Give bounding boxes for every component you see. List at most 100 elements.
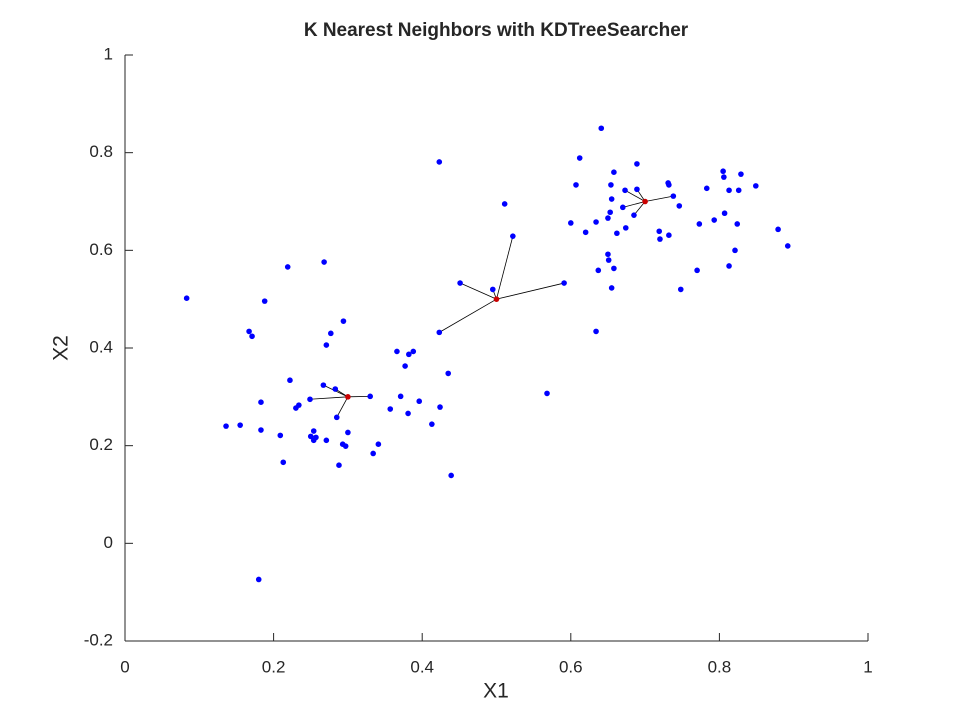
data-point [734, 221, 741, 227]
data-point [323, 437, 330, 444]
data-point [293, 405, 299, 411]
neighbor-link [633, 201, 646, 216]
data-point [277, 432, 284, 439]
data-point [753, 183, 759, 189]
data-point [608, 196, 615, 202]
data-point [255, 576, 262, 583]
chart-title: K Nearest Neighbors with KDTreeSearcher [304, 20, 689, 41]
data-point [345, 429, 351, 436]
data-point [582, 229, 589, 236]
neighbor-link [496, 282, 565, 300]
data-point [367, 393, 373, 400]
data-point [223, 423, 229, 429]
data-point [416, 398, 423, 405]
data-point [726, 263, 732, 269]
neighbor-link [622, 201, 646, 208]
data-point [437, 404, 443, 410]
data-point [721, 174, 727, 180]
data-point [405, 410, 411, 417]
y-tick-label: 0 [104, 533, 113, 552]
data-point [258, 399, 264, 406]
data-point [320, 382, 327, 388]
neighbor-link [459, 282, 497, 300]
data-point [593, 328, 599, 335]
data-point [607, 209, 613, 216]
data-point [183, 295, 190, 301]
data-point [721, 210, 728, 217]
data-point [375, 441, 382, 448]
data-point [261, 298, 268, 304]
data-point [402, 363, 408, 369]
data-point [775, 226, 781, 233]
data-point [333, 414, 340, 421]
x-tick-label: 0.8 [708, 657, 732, 676]
data-point [258, 427, 264, 433]
data-point [666, 232, 672, 238]
neighbor-link [624, 189, 646, 202]
data-point [711, 217, 717, 223]
data-point [406, 351, 412, 358]
data-point [332, 386, 339, 392]
data-point [677, 286, 684, 293]
data-point [614, 230, 620, 237]
data-point [605, 251, 611, 258]
data-point [280, 459, 287, 466]
data-point [631, 212, 637, 218]
neighbor-link [645, 195, 674, 202]
x-tick-label: 1 [863, 657, 872, 676]
x-tick-label: 0.6 [559, 657, 583, 676]
data-point [387, 406, 394, 412]
data-point [284, 264, 291, 270]
data-point [237, 422, 243, 428]
data-point [445, 370, 452, 377]
query-point [345, 394, 351, 400]
x-axis-label: X1 [483, 680, 509, 703]
x-tick-label: 0.2 [262, 657, 286, 676]
data-point [568, 220, 574, 226]
data-point [726, 187, 732, 194]
data-point [670, 193, 677, 199]
data-point [307, 396, 313, 403]
neighbor-link [336, 396, 349, 418]
data-point [544, 390, 550, 397]
data-point [307, 433, 314, 440]
data-point [321, 259, 327, 265]
data-point [246, 328, 252, 335]
data-point [634, 161, 640, 167]
x-tick-label: 0 [120, 657, 129, 676]
data-point [676, 203, 683, 209]
data-point [370, 450, 376, 457]
data-point [595, 267, 602, 274]
data-point [657, 236, 663, 242]
data-point [732, 247, 738, 254]
y-tick-label: -0.2 [84, 630, 113, 649]
data-point [573, 182, 579, 188]
data-point [328, 330, 334, 337]
y-axis-label: X2 [50, 335, 73, 361]
data-point [561, 280, 567, 286]
data-point [696, 221, 703, 227]
data-point [738, 171, 744, 177]
data-point [611, 169, 617, 175]
data-point [410, 348, 417, 355]
data-point [310, 437, 317, 444]
y-tick-label: 0.2 [89, 435, 113, 454]
data-point [489, 286, 496, 293]
query-point [493, 296, 500, 302]
data-point [605, 257, 612, 263]
data-point [593, 219, 599, 225]
data-point [457, 280, 463, 286]
data-point [340, 318, 347, 324]
data-point [656, 228, 663, 235]
query-point [642, 198, 648, 205]
data-point [323, 342, 330, 348]
y-tick-label: 0.4 [89, 337, 113, 356]
data-point [576, 155, 583, 161]
data-point [448, 472, 454, 479]
data-point [703, 185, 710, 192]
data-point [336, 462, 342, 469]
y-tick-label: 0.6 [89, 240, 113, 259]
data-point [784, 243, 791, 249]
data-point [605, 215, 611, 221]
